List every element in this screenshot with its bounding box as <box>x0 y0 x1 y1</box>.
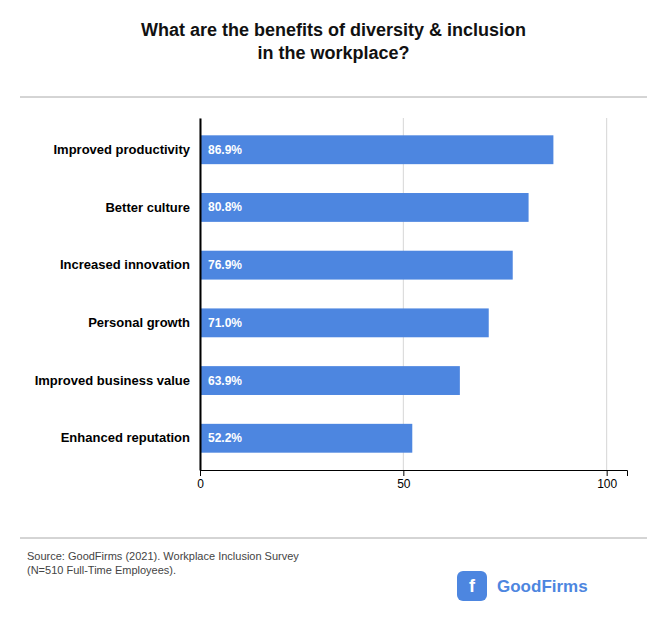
source-line: (N=510 Full-Time Employees). <box>27 564 176 576</box>
bar <box>200 193 529 222</box>
grid <box>200 118 607 470</box>
tick: Improved productivity <box>53 142 190 157</box>
tick-label: 0 <box>197 477 204 491</box>
x-axis: 0 50 100 <box>197 470 627 491</box>
bar <box>200 424 412 453</box>
axis-line <box>200 119 202 471</box>
data-label: 80.8% <box>208 200 242 214</box>
tick-label: Better culture <box>105 200 190 215</box>
tick: Personal growth <box>88 315 190 330</box>
tick-mark <box>200 470 201 476</box>
data-label: 86.9% <box>208 143 242 157</box>
chart: What are the benefits of diversity & inc… <box>0 0 667 629</box>
tick: Improved business value <box>35 373 190 388</box>
source: Source: GoodFirms (2021). Workplace Incl… <box>27 550 299 576</box>
logo-letter: f <box>469 576 476 596</box>
tick-label: Improved business value <box>35 373 190 388</box>
tick-label: Enhanced reputation <box>61 430 190 445</box>
tick-mark <box>607 470 608 476</box>
title-line: in the workplace? <box>257 43 409 63</box>
bars <box>200 135 553 452</box>
title-line: What are the benefits of diversity & inc… <box>141 20 526 40</box>
bar <box>200 308 489 337</box>
tick: Enhanced reputation <box>61 430 190 445</box>
tick-label: 100 <box>597 477 617 491</box>
data-labels: 52.2% 63.9% 71.0% 76.9% 80.8% 86.9% <box>208 143 242 446</box>
title: What are the benefits of diversity & inc… <box>141 20 526 63</box>
data-label: 52.2% <box>208 431 242 445</box>
separator <box>20 538 647 539</box>
axis-line <box>201 471 628 477</box>
logo-icon <box>457 571 487 601</box>
tick-label: Improved productivity <box>53 142 190 157</box>
bar <box>200 366 460 395</box>
source-line: Source: GoodFirms (2021). Workplace Incl… <box>27 550 299 562</box>
tick-label: 50 <box>397 477 411 491</box>
tick: 50 <box>397 470 411 491</box>
tick: 100 <box>597 470 617 491</box>
bar <box>200 251 513 280</box>
grid-line <box>403 118 404 470</box>
data-label: 76.9% <box>208 258 242 272</box>
separator <box>20 97 647 98</box>
data-label: 63.9% <box>208 374 242 388</box>
grid-line <box>200 118 201 470</box>
tick: Better culture <box>105 200 190 215</box>
tick: Increased innovation <box>60 257 190 272</box>
data-label: 71.0% <box>208 316 242 330</box>
tick-label: Personal growth <box>88 315 190 330</box>
tick-label: Increased innovation <box>60 257 190 272</box>
tick: 0 <box>197 470 204 491</box>
y-axis: Enhanced reputation Improved business val… <box>35 119 201 471</box>
bar <box>200 135 553 164</box>
tick-mark <box>403 470 404 476</box>
brand: GoodFirms <box>497 577 588 596</box>
grid-line <box>606 118 607 470</box>
